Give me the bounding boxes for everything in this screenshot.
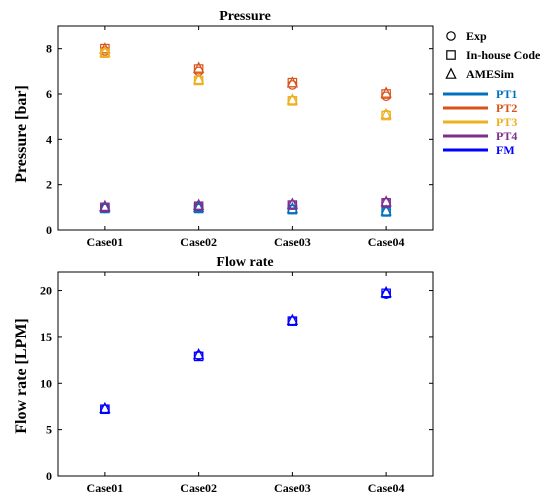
y-tick-label: 10 bbox=[40, 376, 52, 390]
pressure-chart: Pressure Pressure [bar] 0 2 4 6 8 Case01 Case0… bbox=[13, 9, 434, 249]
pt3-code-point bbox=[381, 110, 391, 121]
pt3-amesim-point bbox=[380, 107, 392, 120]
y-tick-label: 2 bbox=[46, 178, 52, 192]
fm-amesim-point bbox=[99, 401, 111, 414]
pt3-code-point bbox=[287, 95, 298, 106]
pt4-code-point bbox=[100, 202, 110, 213]
x-tick-label: Case04 bbox=[368, 481, 405, 495]
x-tick-label: Case04 bbox=[368, 235, 405, 249]
fm-amesim-point bbox=[380, 285, 392, 298]
pt2-amesim-point bbox=[286, 76, 299, 88]
y-tick-label: 0 bbox=[46, 469, 52, 483]
pt3-code-point bbox=[193, 75, 204, 86]
flow-rate-chart-title: Flow rate bbox=[216, 255, 273, 270]
pt4-code-point bbox=[287, 200, 298, 210]
legend-circle-marker bbox=[446, 31, 456, 41]
y-tick-label: 4 bbox=[46, 132, 52, 146]
legend-marker-label: Exp bbox=[466, 29, 487, 43]
y-tick-label: 15 bbox=[40, 330, 52, 344]
x-tick-label: Case01 bbox=[87, 235, 124, 249]
fm-code-point bbox=[193, 351, 204, 362]
pressure-y-axis-label: Pressure [bar] bbox=[13, 85, 30, 183]
y-tick-label: 0 bbox=[46, 223, 52, 237]
legend-series-label: PT3 bbox=[496, 115, 517, 129]
y-tick-label: 8 bbox=[46, 42, 52, 56]
x-tick-label: Case03 bbox=[274, 235, 311, 249]
fm-amesim-point bbox=[286, 313, 299, 326]
legend-marker-label: In-house Code bbox=[466, 48, 541, 62]
pt1-amesim-point bbox=[380, 204, 392, 216]
legend-series-label: FM bbox=[496, 143, 515, 157]
flow-rate-chart: Flow rate Flow rate [LPM] 0 5 10 15 20 Case01… bbox=[13, 255, 434, 495]
pt2-exp-point bbox=[287, 80, 298, 90]
pt4-amesim-point bbox=[192, 198, 205, 210]
legend-triangle-marker bbox=[445, 67, 457, 79]
pressure-chart-title: Pressure bbox=[219, 9, 271, 24]
flow-rate-marks: 0 5 10 15 20 Case01 Case02 Case03 Case04 bbox=[40, 272, 433, 495]
pt2-amesim-point bbox=[380, 86, 392, 98]
pt1-amesim-point bbox=[192, 200, 205, 213]
y-tick-label: 5 bbox=[46, 423, 52, 437]
legend-marker-label: AMESim bbox=[466, 67, 514, 81]
pt2-code-point bbox=[381, 89, 391, 99]
legend-series-label: PT1 bbox=[496, 87, 517, 101]
pressure-marks: 0 2 4 6 8 Case01 Case02 Case03 Case04 bbox=[46, 26, 433, 249]
x-tick-label: Case02 bbox=[180, 235, 217, 249]
pt2-amesim-point bbox=[192, 61, 205, 73]
pt3-amesim-point bbox=[192, 72, 205, 85]
legend-series-label: PT4 bbox=[496, 129, 517, 143]
flow-rate-y-axis-label: Flow rate [LPM] bbox=[13, 318, 30, 434]
fm-code-point bbox=[287, 316, 298, 326]
pt4-amesim-point bbox=[286, 197, 299, 209]
pt2-amesim-point bbox=[99, 42, 111, 54]
x-tick-label: Case03 bbox=[274, 481, 311, 495]
pt3-amesim-point bbox=[99, 45, 111, 57]
legend-square-marker bbox=[446, 50, 456, 60]
pt4-code-point bbox=[381, 198, 391, 208]
pressure-plot-area bbox=[57, 25, 434, 231]
y-tick-label: 6 bbox=[46, 87, 52, 101]
flow-rate-plot-area bbox=[57, 271, 434, 477]
pt1-code-point bbox=[381, 207, 391, 217]
x-tick-label: Case01 bbox=[87, 481, 124, 495]
pt4-amesim-point bbox=[380, 195, 392, 207]
fm-code-point bbox=[381, 288, 391, 299]
pt4-code-point bbox=[193, 201, 204, 211]
fm-code-point bbox=[100, 404, 110, 415]
pt4-amesim-point bbox=[99, 199, 111, 211]
pt3-amesim-point bbox=[286, 93, 299, 105]
fm-amesim-point bbox=[192, 347, 205, 360]
pt3-code-point bbox=[100, 48, 110, 58]
legend-series-label: PT2 bbox=[496, 101, 517, 115]
y-tick-label: 20 bbox=[40, 284, 52, 298]
x-tick-label: Case02 bbox=[180, 481, 217, 495]
